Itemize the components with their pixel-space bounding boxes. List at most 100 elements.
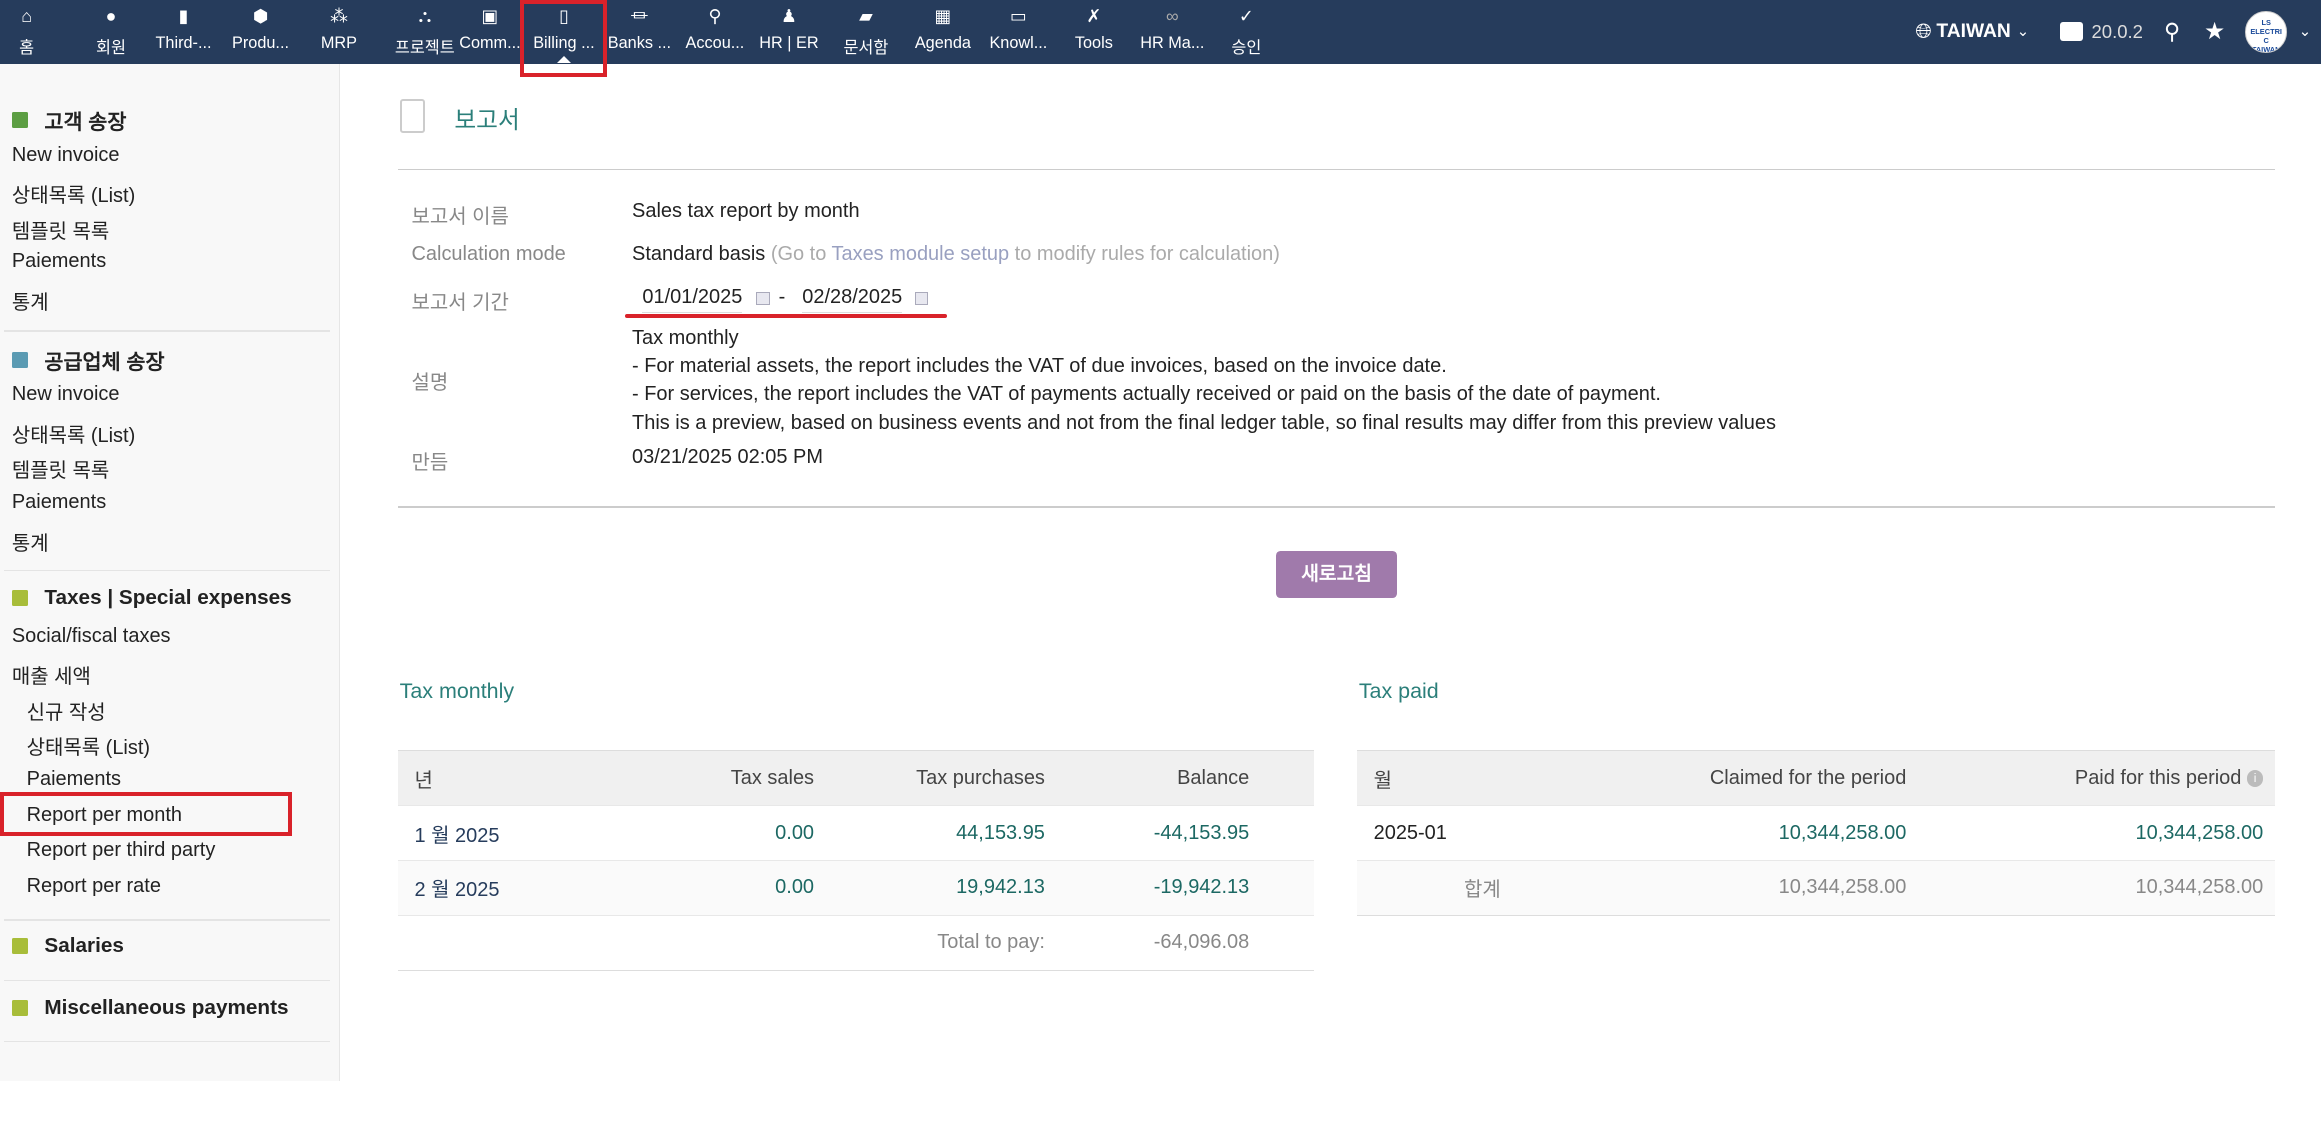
- search-icon[interactable]: ⚲: [2164, 18, 2181, 44]
- month-link[interactable]: 1 월 2025: [398, 805, 665, 861]
- sidebar-item[interactable]: 템플릿 목록: [11, 220, 110, 243]
- sidebar-item[interactable]: 템플릿 목록: [11, 460, 110, 483]
- description-label: 설명: [411, 371, 449, 394]
- sidebar-section-customer-invoices[interactable]: 고객 송장: [11, 105, 126, 135]
- sidebar-section-taxes[interactable]: Taxes | Special expenses: [11, 586, 292, 610]
- tax-sales-value[interactable]: 0.00: [664, 805, 831, 861]
- period-value: 2025-01: [1357, 805, 1550, 861]
- tax-sales-value[interactable]: 0.00: [664, 859, 831, 916]
- nav-item-12[interactable]: ▦ Agenda: [904, 0, 981, 64]
- invoice-dollar-icon: [11, 351, 29, 369]
- entity-selector[interactable]: 🌐︎ TAIWAN ⌄: [1915, 0, 2029, 64]
- money-check-icon: [11, 1000, 29, 1017]
- nav-item-13[interactable]: ▭ Knowl...: [980, 0, 1057, 64]
- nav-item-4[interactable]: ⁂ MRP: [300, 0, 377, 64]
- sidebar-section-supplier-invoices[interactable]: 공급업체 송장: [11, 345, 165, 375]
- nav-item-0[interactable]: ⌂ 홈: [0, 0, 65, 64]
- nav-item-5[interactable]: ⛬ 프로젝트: [386, 0, 463, 64]
- date-to-input[interactable]: 02/28/2025: [802, 286, 903, 313]
- briefcase-icon: ▣: [481, 5, 499, 26]
- home-icon: ⌂: [21, 5, 32, 26]
- nav-item-16[interactable]: ✓ 승인: [1208, 0, 1285, 64]
- sidebar-item[interactable]: New invoice: [11, 143, 120, 166]
- calendar-icon[interactable]: [914, 291, 929, 305]
- description-line: This is a preview, based on business eve…: [632, 411, 1777, 434]
- nav-item-14[interactable]: ✗ Tools: [1055, 0, 1132, 64]
- nav-label: HR Ma...: [1140, 34, 1205, 53]
- sidebar-item[interactable]: Paiements: [11, 491, 107, 514]
- sidebar-item[interactable]: Report per third party: [26, 839, 216, 862]
- user-icon: ●: [105, 5, 117, 26]
- refresh-button[interactable]: 새로고침: [1275, 550, 1398, 598]
- sidebar-section-misc-payments[interactable]: Miscellaneous payments: [11, 996, 289, 1020]
- table-row: 2 월 2025 0.00 19,942.13 -19,942.13: [398, 859, 1315, 916]
- nav-item-15[interactable]: ∞ HR Ma...: [1134, 0, 1211, 64]
- claimed-value[interactable]: 10,344,258.00: [1549, 805, 1923, 861]
- tax-purchases-value[interactable]: 44,153.95: [830, 805, 1062, 861]
- section-title: 공급업체 송장: [44, 350, 165, 374]
- empty-cell: [664, 914, 831, 971]
- month-link[interactable]: 2 월 2025: [398, 859, 665, 916]
- date-from-input[interactable]: 01/01/2025: [642, 286, 743, 313]
- calc-mode-value: Standard basis (Go to Taxes module setup…: [632, 243, 1280, 266]
- tax-paid-table: 월 Claimed for the period Paid for this p…: [1357, 750, 2276, 916]
- printer-icon: [2060, 22, 2083, 42]
- nav-item-11[interactable]: ▰ 문서함: [827, 0, 904, 64]
- version-label: 20.0.2: [2091, 20, 2143, 42]
- table-row: 1 월 2025 0.00 44,153.95 -44,153.95: [398, 805, 1315, 861]
- hint-pre: (Go to: [770, 242, 832, 265]
- star-icon[interactable]: ★: [2204, 19, 2226, 46]
- sidebar-item[interactable]: 상태목록 (List): [11, 424, 136, 447]
- invoice-dollar-icon: [11, 111, 29, 129]
- sidebar-item[interactable]: Social/fiscal taxes: [11, 624, 171, 647]
- nav-item-8[interactable]: ⏛ Banks ...: [601, 0, 678, 64]
- sidebar-item[interactable]: Paiements: [11, 250, 107, 273]
- sidebar-item[interactable]: 상태목록 (List): [11, 185, 136, 208]
- description-value: Tax monthly - For material assets, the re…: [632, 324, 1776, 437]
- sidebar-item[interactable]: 통계: [11, 532, 49, 555]
- sidebar-item[interactable]: Report per rate: [26, 874, 161, 897]
- sidebar-section-salaries[interactable]: Salaries: [11, 934, 124, 958]
- folder-icon: ▰: [859, 5, 873, 26]
- empty-cell: [398, 914, 665, 971]
- project-icon: ⛬: [418, 5, 432, 26]
- calc-mode-label: Calculation mode: [411, 242, 566, 265]
- sidebar-item[interactable]: Paiements: [26, 768, 121, 791]
- sidebar-item[interactable]: New invoice: [11, 383, 120, 406]
- avatar[interactable]: LS ELECTRIC TAIWAN ⌄: [2245, 0, 2311, 64]
- balance-value: -44,153.95: [1061, 805, 1315, 861]
- paid-value[interactable]: 10,344,258.00: [1922, 805, 2276, 861]
- nav-label: Third-...: [155, 34, 212, 53]
- calendar-icon[interactable]: [756, 291, 770, 305]
- nav-item-6[interactable]: ▣ Comm...: [451, 0, 528, 64]
- tools-icon: ✗: [1086, 5, 1102, 26]
- version-info[interactable]: 20.0.2: [2060, 0, 2143, 64]
- calc-hint: (Go to Taxes module setup to modify rule…: [771, 243, 1280, 265]
- sidebar-item[interactable]: 통계: [11, 291, 49, 314]
- nav-label: 회원: [96, 39, 126, 58]
- nav-label: 승인: [1231, 39, 1262, 58]
- sidebar-item[interactable]: 매출 세액: [11, 666, 91, 689]
- chevron-down-icon: ⌄: [2016, 24, 2030, 41]
- col-tax-purchases: Tax purchases: [830, 750, 1062, 806]
- sidebar-item[interactable]: 신규 작성: [26, 701, 106, 724]
- col-year: 년: [398, 750, 665, 806]
- nav-label: Comm...: [459, 34, 521, 53]
- highlight-report-per-month: [0, 791, 292, 837]
- entity-label: TAIWAN: [1936, 20, 2011, 42]
- tax-paid-title: Tax paid: [1358, 679, 1439, 704]
- nav-item-2[interactable]: ▮ Third-...: [145, 0, 222, 64]
- sidebar-item[interactable]: 상태목록 (List): [26, 737, 151, 760]
- tax-purchases-value[interactable]: 19,942.13: [830, 859, 1062, 916]
- info-icon[interactable]: i: [2246, 770, 2264, 787]
- sidebar-item[interactable]: Report per month: [26, 803, 183, 826]
- nav-item-10[interactable]: ♟ HR | ER: [750, 0, 827, 64]
- taxes-setup-link[interactable]: Taxes module setup: [831, 242, 1010, 265]
- nav-item-7[interactable]: ▯ Billing ...: [525, 0, 602, 64]
- nav-item-3[interactable]: ⬢ Produ...: [222, 0, 299, 64]
- nav-item-1[interactable]: ● 회원: [73, 0, 150, 64]
- nav-item-9[interactable]: ⚲ Accou...: [676, 0, 753, 64]
- table-row: 2025-01 10,344,258.00 10,344,258.00: [1357, 805, 2276, 861]
- total-label: Total to pay:: [830, 914, 1062, 971]
- nav-label: HR | ER: [759, 34, 819, 53]
